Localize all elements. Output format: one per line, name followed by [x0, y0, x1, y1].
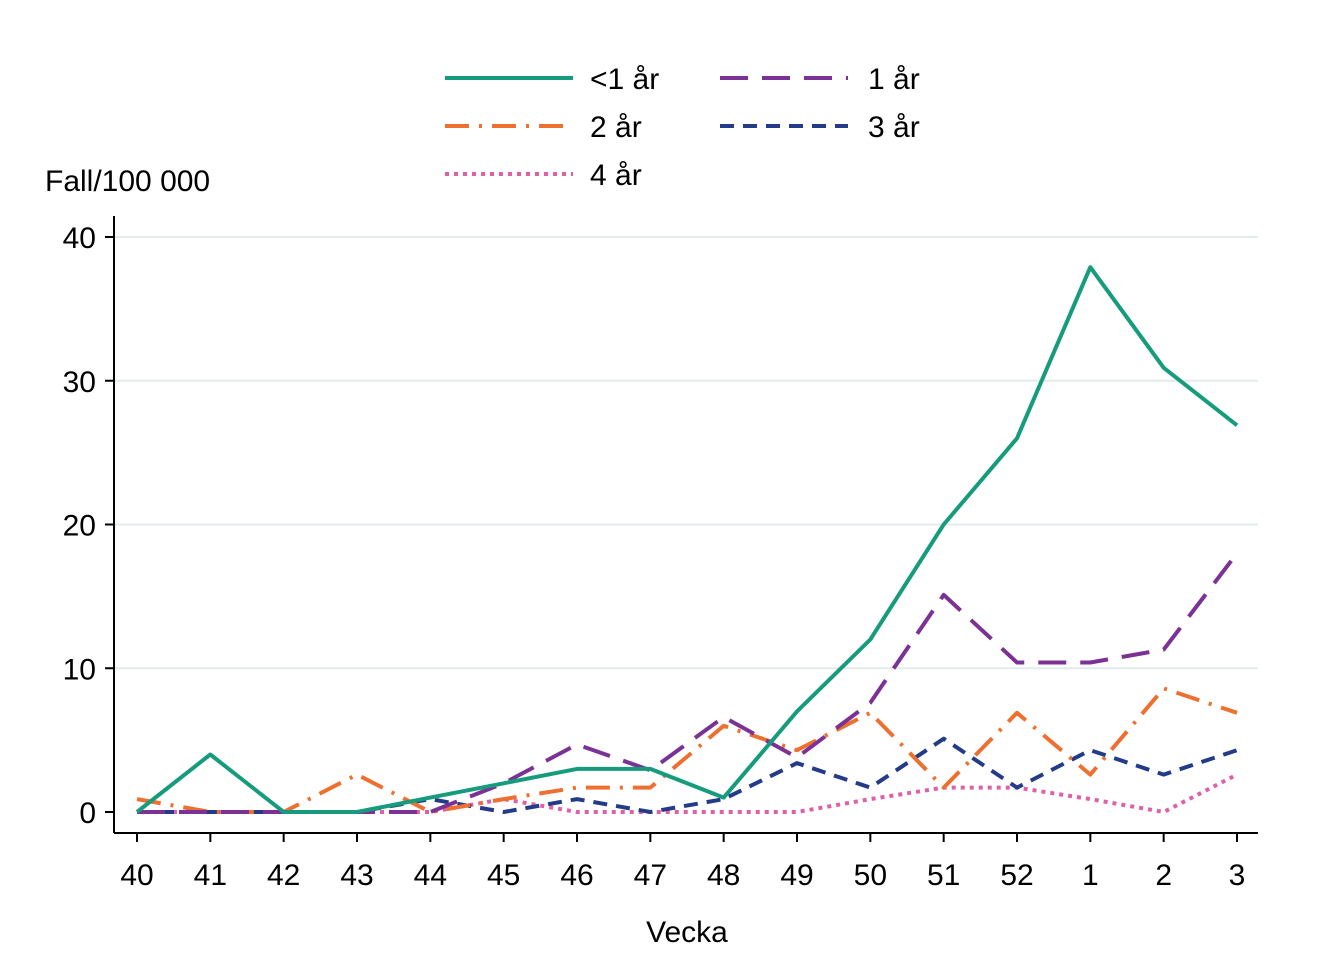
x-tick-label: 50 [854, 859, 887, 892]
x-tick-label: 44 [414, 859, 447, 892]
x-tick-label: 46 [560, 859, 593, 892]
x-tick-label: 43 [340, 859, 373, 892]
series-lines [135, 265, 1239, 814]
axes: 0 10 20 30 40 40 41 42 43 44 45 46 47 48 49 50 51 52 1 2 3 [63, 216, 1258, 892]
x-axis-title: Vecka [646, 916, 728, 949]
series-line-3 [137, 736, 1238, 814]
y-tick-label: 40 [63, 222, 96, 255]
x-tick-label: 45 [487, 859, 520, 892]
x-tick-label: 41 [194, 859, 227, 892]
x-tick-label: 2 [1155, 859, 1172, 892]
legend-label-3: 3 år [868, 111, 920, 144]
y-tick-label: 0 [79, 797, 96, 830]
x-tick-label: 47 [634, 859, 667, 892]
x-tick-label: 42 [267, 859, 300, 892]
legend-label-0: <1 år [590, 63, 659, 96]
x-tick-label: 40 [120, 859, 153, 892]
x-tick-label: 1 [1082, 859, 1099, 892]
series-line-1 [137, 552, 1239, 814]
x-tick-label: 49 [780, 859, 813, 892]
y-tick-label: 20 [63, 510, 96, 543]
x-tick-label: 3 [1229, 859, 1246, 892]
series-line-2 [136, 686, 1238, 814]
legend: <1 år 1 år 2 år 3 år 4 år [445, 63, 920, 192]
y-tick-label: 10 [63, 653, 96, 686]
grid-lines [114, 236, 1258, 670]
legend-label-2: 2 år [590, 111, 642, 144]
x-tick-label: 51 [927, 859, 960, 892]
x-tick-label: 52 [1000, 859, 1033, 892]
y-tick-label: 30 [63, 366, 96, 399]
legend-label-4: 4 år [590, 159, 642, 192]
y-axis-title: Fall/100 000 [45, 165, 210, 198]
series-line-0 [135, 265, 1239, 814]
x-tick-label: 48 [707, 859, 740, 892]
legend-label-1: 1 år [868, 63, 920, 96]
